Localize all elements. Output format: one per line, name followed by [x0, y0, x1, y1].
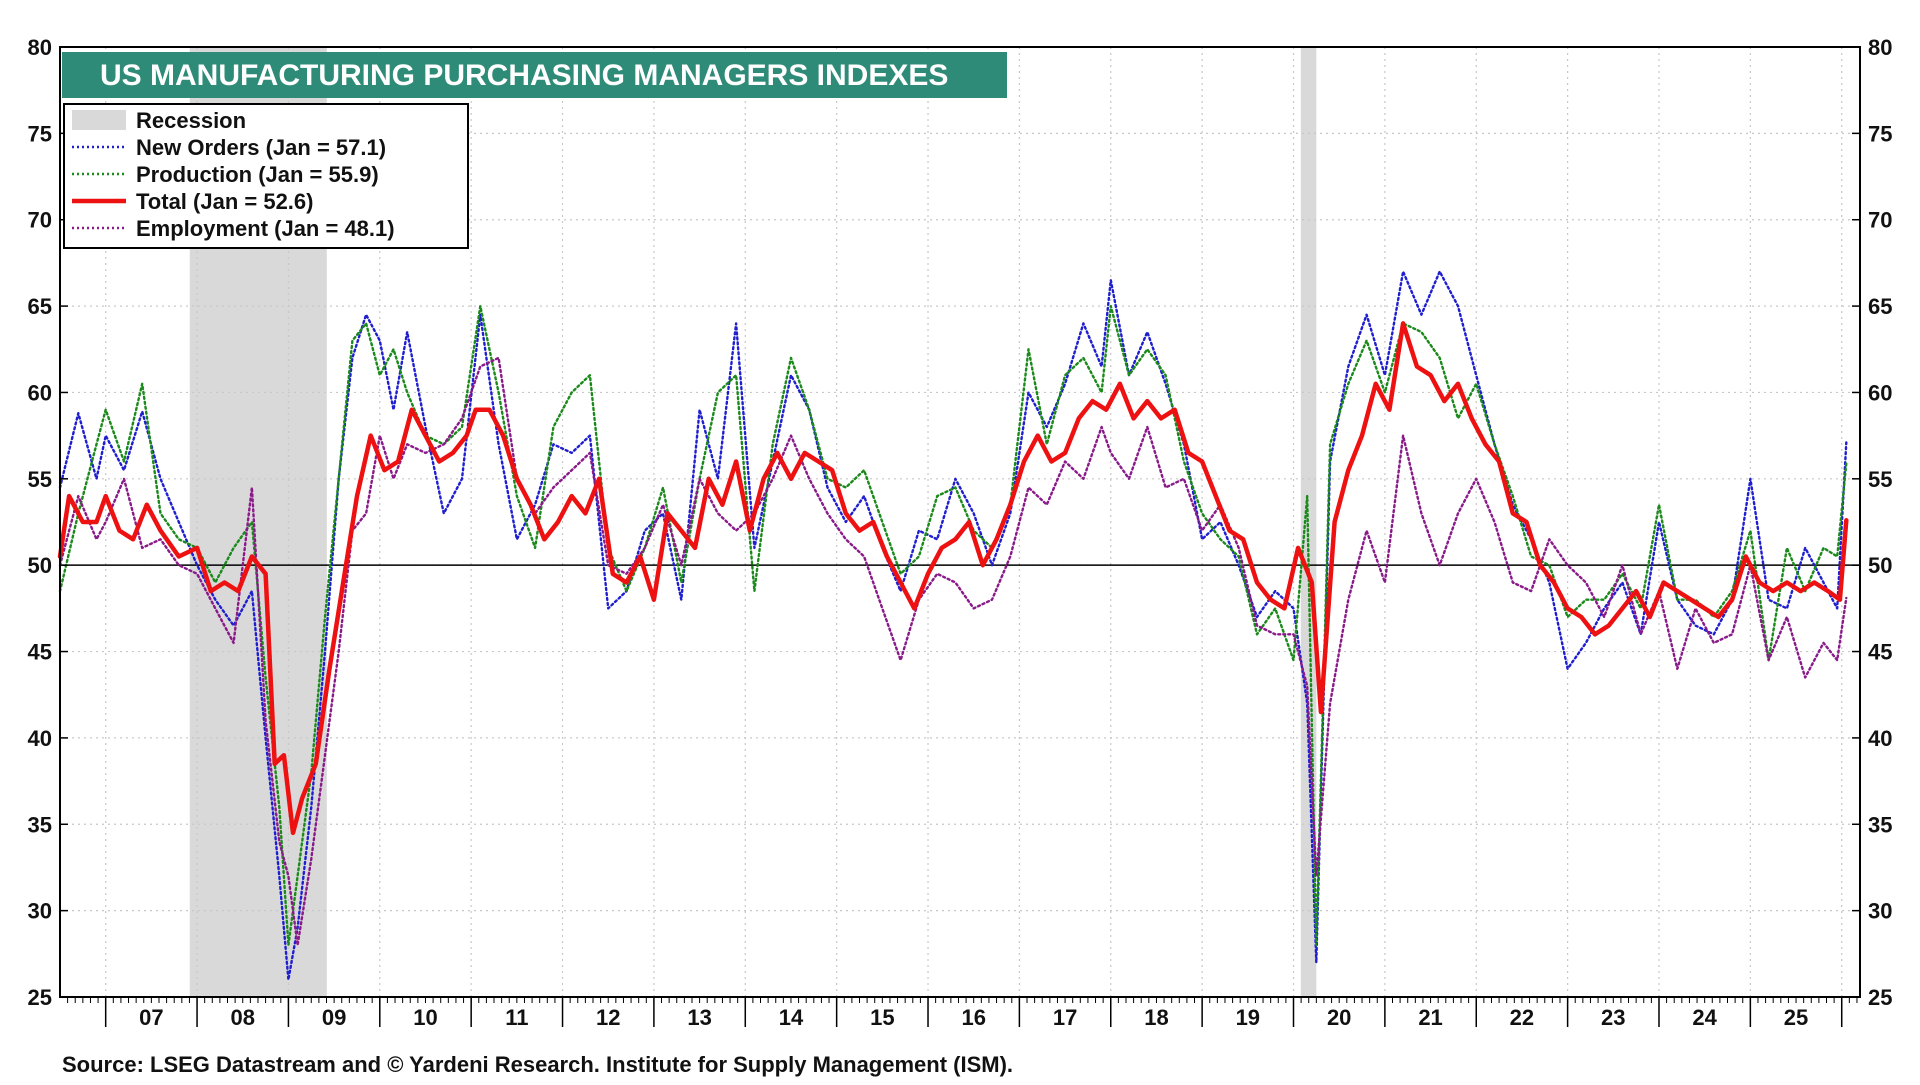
y-tick-label-left-60: 60 [28, 380, 52, 405]
y-tick-label-right-50: 50 [1868, 553, 1892, 578]
x-tick-label-09: 09 [322, 1005, 346, 1030]
y-tick-label-right-60: 60 [1868, 380, 1892, 405]
series-line-new_orders [58, 270, 1848, 981]
x-tick-label-20: 20 [1327, 1005, 1351, 1030]
legend-label-production: Production (Jan = 55.9) [136, 162, 379, 187]
y-tick-label-left-35: 35 [28, 812, 52, 837]
y-tick-label-left-50: 50 [28, 553, 52, 578]
y-tick-label-left-45: 45 [28, 640, 52, 665]
y-tick-label-right-30: 30 [1868, 899, 1892, 924]
x-tick-label-25: 25 [1784, 1005, 1808, 1030]
y-tick-label-left-65: 65 [28, 294, 52, 319]
chart-title: US MANUFACTURING PURCHASING MANAGERS IND… [100, 59, 948, 92]
y-tick-label-right-25: 25 [1868, 985, 1892, 1010]
legend-box [63, 103, 469, 249]
series-line-production [58, 304, 1848, 947]
y-tick-label-right-65: 65 [1868, 294, 1892, 319]
x-tick-label-07: 07 [139, 1005, 163, 1030]
x-tick-label-13: 13 [687, 1005, 711, 1030]
series-line-employment [58, 356, 1848, 947]
y-tick-label-right-55: 55 [1868, 467, 1892, 492]
x-tick-label-14: 14 [779, 1005, 804, 1030]
x-tick-label-15: 15 [870, 1005, 894, 1030]
series-line-total [57, 321, 1849, 836]
x-tick-label-12: 12 [596, 1005, 620, 1030]
y-tick-label-left-25: 25 [28, 985, 52, 1010]
y-tick-label-left-70: 70 [28, 208, 52, 233]
y-axis-left-ticks: 25 30 35 40 45 50 55 60 65 70 75 80 [28, 35, 68, 1010]
y-tick-label-left-75: 75 [28, 121, 52, 146]
x-tick-label-23: 23 [1601, 1005, 1625, 1030]
x-tick-label-24: 24 [1692, 1005, 1717, 1030]
x-tick-label-10: 10 [413, 1005, 437, 1030]
y-tick-label-right-70: 70 [1868, 208, 1892, 233]
legend-label-total: Total (Jan = 52.6) [136, 189, 313, 214]
series-lines [57, 270, 1849, 981]
y-tick-label-left-80: 80 [28, 35, 52, 60]
legend-label-new_orders: New Orders (Jan = 57.1) [136, 135, 386, 160]
y-tick-label-right-40: 40 [1868, 726, 1892, 751]
plot-frame [59, 46, 1861, 998]
x-tick-label-22: 22 [1510, 1005, 1534, 1030]
chart-title-bg [62, 52, 1007, 98]
y-tick-label-left-40: 40 [28, 726, 52, 751]
x-tick-label-21: 21 [1418, 1005, 1442, 1030]
x-tick-label-16: 16 [961, 1005, 985, 1030]
x-tick-label-11: 11 [505, 1005, 528, 1030]
y-tick-label-right-35: 35 [1868, 812, 1892, 837]
legend-label-employment: Employment (Jan = 48.1) [136, 216, 395, 241]
y-tick-label-right-80: 80 [1868, 35, 1892, 60]
x-tick-label-18: 18 [1144, 1005, 1168, 1030]
y-tick-label-right-75: 75 [1868, 121, 1892, 146]
legend-swatch-recession [72, 110, 126, 130]
chart-title-box: US MANUFACTURING PURCHASING MANAGERS IND… [62, 52, 1007, 98]
y-tick-label-left-30: 30 [28, 899, 52, 924]
legend-label-recession: Recession [136, 108, 246, 133]
x-tick-label-19: 19 [1236, 1005, 1260, 1030]
x-tick-label-17: 17 [1053, 1005, 1077, 1030]
source-note: Source: LSEG Datastream and © Yardeni Re… [62, 1052, 1013, 1077]
y-axis-right-ticks: 25 30 35 40 45 50 55 60 65 70 75 80 [1852, 35, 1892, 1010]
x-axis-ticks: 07 08 09 10 11 12 13 14 15 16 17 18 19 20 21 22 23 24 25 [67, 997, 1858, 1030]
x-tick-label-08: 08 [230, 1005, 254, 1030]
y-tick-label-left-55: 55 [28, 467, 52, 492]
y-tick-label-right-45: 45 [1868, 640, 1892, 665]
